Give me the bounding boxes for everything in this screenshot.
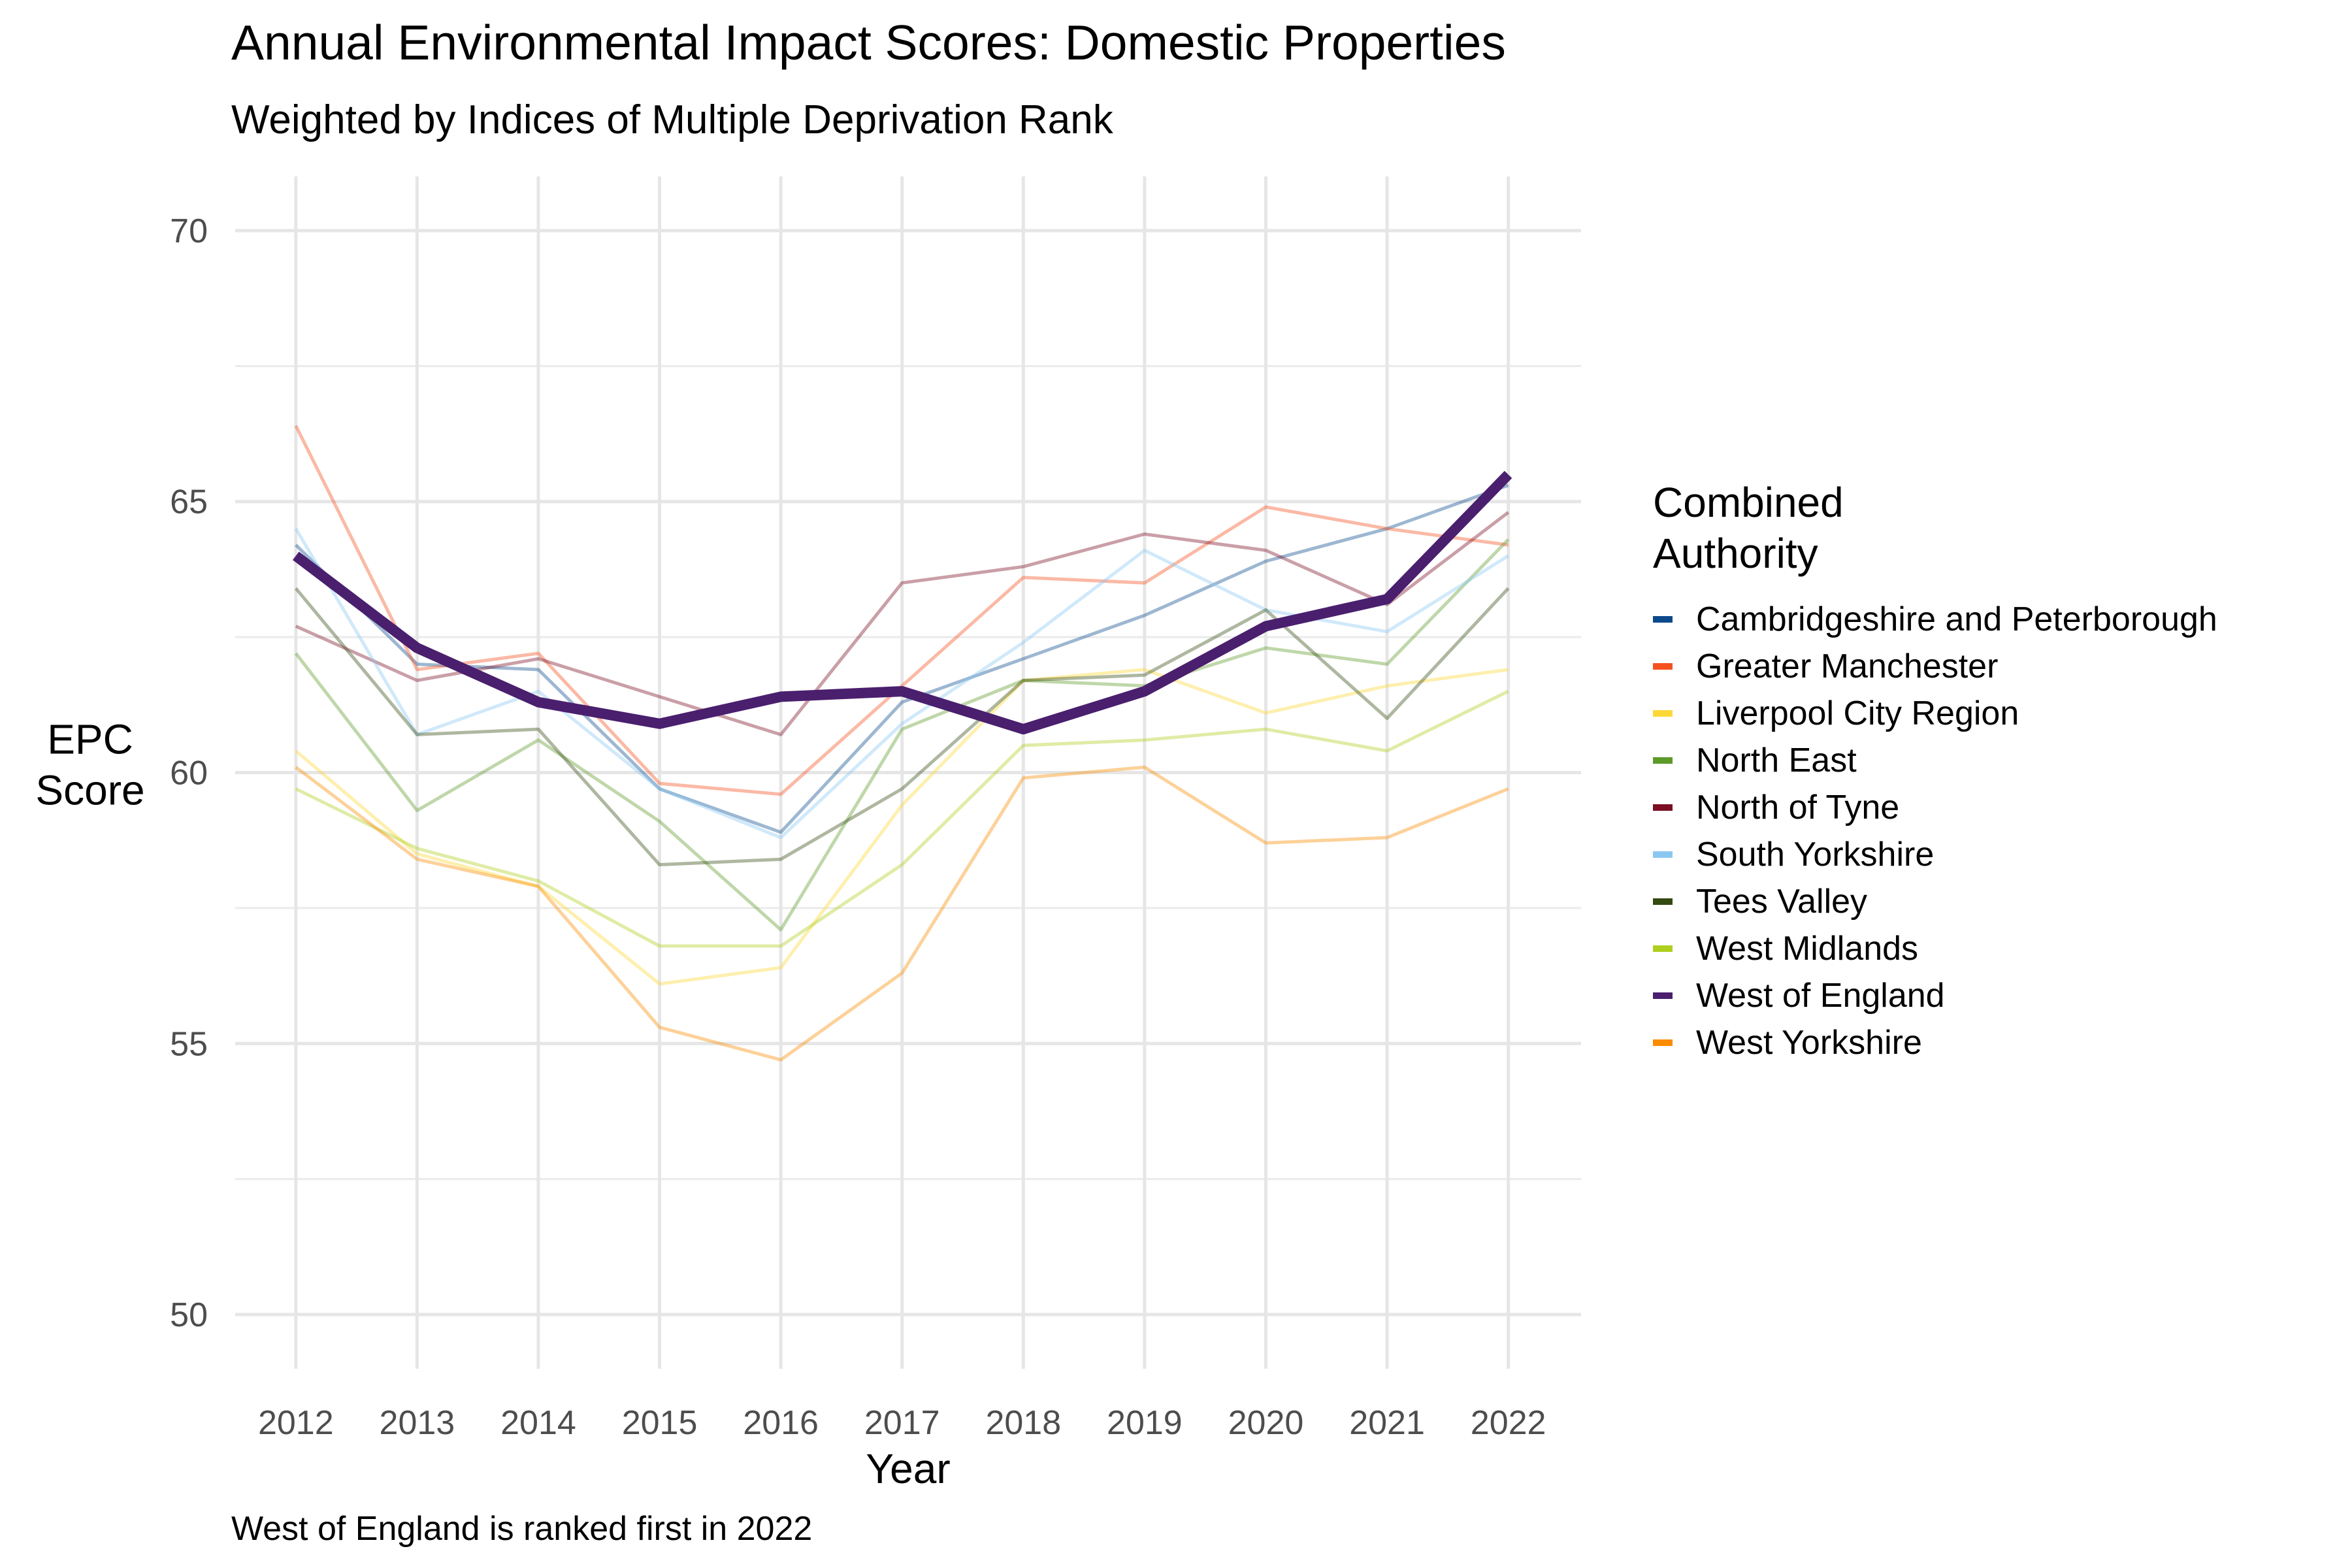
legend-key [1653,663,1673,670]
legend-label: West Midlands [1696,930,1919,968]
chart-caption: West of England is ranked first in 2022 [231,1510,813,1548]
legend-title: Combined Authority [1653,479,1844,577]
y-tick-label: 70 [170,212,208,250]
legend-key [1653,616,1673,623]
x-tick-label: 2020 [1228,1404,1304,1442]
legend-key [1653,898,1673,905]
x-tick-label: 2015 [622,1404,698,1442]
y-tick-label: 60 [170,755,208,792]
series-line-north-east [294,538,1510,932]
legend: Combined Authority Cambridgeshire and Pe… [1653,477,2217,1066]
y-tick-labels: 50 55 60 65 70 [170,212,208,1334]
x-tick-label: 2013 [380,1404,455,1442]
x-tick-label: 2014 [500,1404,576,1442]
legend-label: West Yorkshire [1696,1024,1922,1062]
x-tick-label: 2017 [864,1404,940,1442]
legend-key [1653,710,1673,717]
y-tick-label: 55 [170,1025,208,1063]
legend-item: West of England [1653,972,2217,1019]
x-tick-label: 2012 [258,1404,334,1442]
legend-item: North of Tyne [1653,784,2217,831]
legend-label: Cambridgeshire and Peterborough [1696,600,2217,638]
x-tick-label: 2019 [1107,1404,1183,1442]
legend-label: North of Tyne [1696,789,1900,826]
x-tick-label: 2021 [1349,1404,1425,1442]
legend-label: Greater Manchester [1696,647,1999,685]
legend-items: Cambridgeshire and Peterborough Greater M… [1653,596,2217,1066]
legend-item: West Yorkshire [1653,1019,2217,1066]
y-tick-label: 65 [170,483,208,521]
legend-label: Liverpool City Region [1696,694,2019,732]
x-tick-labels: 2012 2013 2014 2015 2016 2017 2018 2019 2020 2021… [258,1404,1546,1442]
legend-label: Tees Valley [1696,883,1868,921]
series-line-greater-manchester [294,425,1509,796]
legend-key [1653,945,1673,952]
legend-key [1653,851,1673,858]
series-line-west-yorkshire [295,765,1509,1062]
x-tick-label: 2022 [1471,1404,1546,1442]
legend-label: West of England [1696,977,1945,1015]
chart-title: Annual Environmental Impact Scores: Dome… [231,15,1506,70]
legend-key [1653,804,1673,811]
grid-lines [235,176,1581,1369]
legend-item: West Midlands [1653,925,2217,972]
series-line-liverpool-city-region [295,668,1509,986]
series-line-west-midlands [295,689,1509,948]
legend-item: Liverpool City Region [1653,690,2217,737]
legend-label: North East [1696,742,1857,779]
legend-label: South Yorkshire [1696,836,1935,874]
series-line-cambridgeshire-and-peterborough [295,483,1509,834]
legend-item: South Yorkshire [1653,831,2217,878]
chart-subtitle: Weighted by Indices of Multiple Deprivat… [231,97,1113,142]
legend-item: North East [1653,737,2217,784]
series-line-west-of-england [292,470,1512,735]
y-axis-label: EPC Score [35,716,144,814]
series-line-tees-valley [294,587,1510,866]
legend-item: Cambridgeshire and Peterborough [1653,596,2217,643]
series-line-north-of-tyne [295,511,1510,736]
series-lines [292,425,1512,1062]
x-tick-label: 2018 [985,1404,1061,1442]
x-tick-label: 2016 [743,1404,819,1442]
x-axis-label: Year [866,1445,950,1492]
y-tick-label: 50 [170,1296,208,1334]
legend-key [1653,757,1673,764]
legend-item: Tees Valley [1653,878,2217,925]
legend-key [1653,1039,1673,1046]
legend-key [1653,992,1673,999]
legend-item: Greater Manchester [1653,643,2217,690]
